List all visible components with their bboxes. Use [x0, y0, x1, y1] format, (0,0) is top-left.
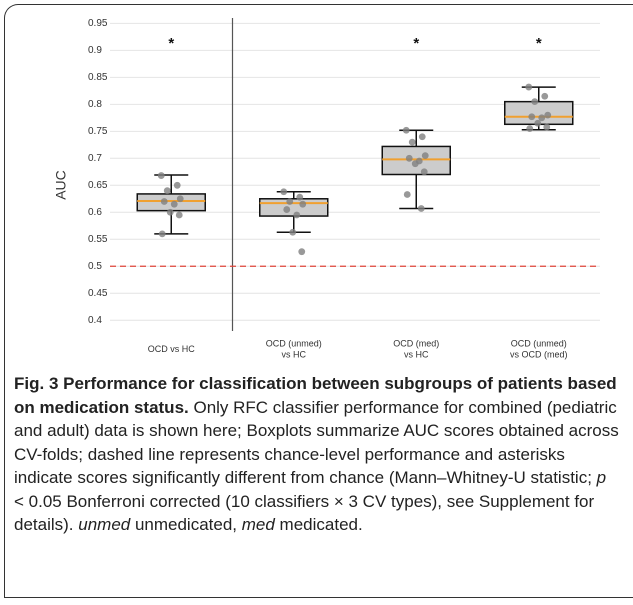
chart: AUC 0.4 0.45 0.5 0.55 0.6 0.65 0.7 0.75 0.8 0.85 0… — [53, 18, 600, 360]
data-point — [411, 160, 419, 168]
data-point — [298, 248, 306, 256]
data-point — [176, 195, 184, 203]
y-tick-label: 0.5 — [88, 261, 102, 272]
x-tick-label: OCD (unmed) vs HC — [266, 339, 322, 360]
data-point — [544, 111, 552, 119]
y-tick-label: 0.95 — [88, 18, 108, 29]
y-tick-label: 0.6 — [88, 207, 102, 218]
box — [136, 193, 206, 212]
y-tick-label: 0.65 — [88, 180, 108, 191]
x-tick-label-line: OCD vs HC — [148, 344, 196, 354]
caption-title: Fig. 3 Performance for classification be… — [14, 374, 617, 417]
data-point — [408, 138, 416, 146]
data-point — [289, 228, 297, 236]
caption-text: < 0.05 Bonferroni corrected (10 classifi… — [14, 491, 595, 535]
x-tick-label-line: OCD (unmed) — [511, 339, 567, 349]
data-point — [286, 198, 294, 205]
caption-italic: unmed — [78, 515, 131, 534]
y-tick-label: 0.4 — [88, 315, 102, 326]
data-point — [283, 206, 291, 213]
x-tick-label: OCD vs HC — [148, 344, 196, 354]
data-point — [166, 208, 174, 216]
data-point — [299, 200, 307, 208]
data-point — [293, 211, 301, 219]
data-point — [417, 205, 425, 212]
x-tick-label-line: vs HC — [282, 350, 307, 360]
data-point — [160, 198, 168, 205]
data-point — [538, 114, 546, 122]
data-point — [421, 152, 429, 160]
x-tick-label: OCD (med) vs HC — [393, 339, 439, 360]
data-point — [158, 230, 166, 238]
data-point — [163, 187, 171, 195]
x-tick-label: OCD (unmed) vs OCD (med) — [510, 339, 568, 360]
y-tick-label: 0.75 — [88, 126, 108, 137]
y-tick-label: 0.55 — [88, 234, 108, 245]
y-axis-label: AUC — [53, 170, 69, 200]
data-point — [296, 193, 304, 201]
data-point — [526, 125, 534, 133]
data-point — [157, 172, 165, 179]
data-point — [543, 123, 551, 131]
x-tick-label-line: OCD (unmed) — [266, 339, 322, 349]
x-tick-label-line: vs HC — [404, 350, 429, 360]
data-point — [418, 133, 426, 141]
data-point — [534, 119, 542, 127]
data-point — [420, 168, 428, 176]
y-tick-label: 0.45 — [88, 288, 108, 299]
y-tick-label: 0.7 — [88, 153, 102, 164]
data-point — [525, 83, 533, 91]
data-point — [403, 191, 411, 198]
significance-marker: * — [168, 35, 174, 52]
x-tick-label-line: OCD (med) — [393, 339, 439, 349]
caption-text: medicated. — [274, 515, 363, 534]
caption-text: Only RFC classifier performance for comb… — [14, 397, 619, 488]
data-point — [173, 181, 181, 189]
data-point — [531, 98, 539, 106]
data-point — [175, 211, 183, 219]
figure-frame — [4, 4, 633, 598]
data-point — [402, 126, 410, 134]
caption-italic: med — [241, 515, 275, 534]
caption-italic: p — [596, 468, 607, 487]
data-point — [170, 200, 178, 208]
data-point — [528, 113, 536, 121]
caption: Fig. 3 Performance for classification be… — [14, 372, 620, 537]
y-tick-label: 0.8 — [88, 99, 102, 110]
data-point — [280, 188, 288, 196]
data-point — [541, 92, 549, 100]
y-tick-label: 0.9 — [88, 45, 102, 56]
significance-marker: * — [413, 35, 419, 52]
y-tick-label: 0.85 — [88, 72, 108, 83]
caption-text: unmedicated, — [130, 515, 242, 534]
significance-marker: * — [536, 35, 542, 52]
x-tick-label-line: vs OCD (med) — [510, 350, 568, 360]
data-point — [405, 154, 413, 162]
